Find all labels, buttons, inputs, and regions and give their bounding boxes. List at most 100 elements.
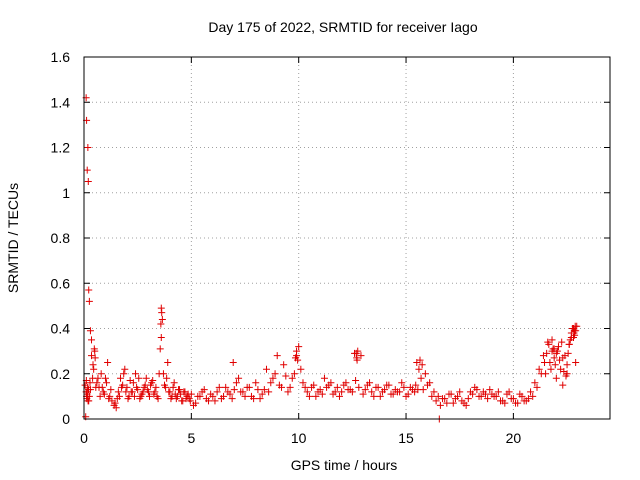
data-point (104, 358, 112, 366)
x-tick-labels: 0 5 10 15 20 (80, 430, 521, 446)
data-point (152, 383, 160, 391)
data-point (137, 392, 145, 400)
data-point (286, 383, 294, 391)
data-point (484, 395, 492, 403)
data-point (434, 392, 442, 400)
y-tick-label: 1.6 (51, 49, 71, 65)
data-point (299, 379, 307, 387)
data-point (85, 297, 93, 305)
data-point (331, 388, 339, 396)
data-point (211, 397, 219, 405)
data-point (94, 374, 102, 382)
data-point (143, 386, 151, 394)
data-point (533, 383, 541, 391)
data-point (107, 386, 115, 394)
data-point (132, 370, 140, 378)
data-point (387, 390, 395, 398)
data-point (154, 395, 162, 403)
data-point (164, 358, 172, 366)
data-point (243, 383, 251, 391)
data-point (295, 343, 303, 351)
y-tick-label: 0.4 (51, 321, 71, 337)
data-point (97, 370, 105, 378)
data-point (291, 354, 299, 362)
y-tick-label: 0.2 (51, 366, 71, 382)
data-point (374, 383, 382, 391)
data-point (198, 388, 206, 396)
data-point (344, 386, 352, 394)
data-point (267, 379, 275, 387)
data-point (228, 395, 236, 403)
data-point (88, 336, 96, 344)
y-tick-label: 0.6 (51, 275, 71, 291)
data-point (280, 361, 288, 369)
data-point (130, 392, 138, 400)
data-point (241, 392, 249, 400)
data-point (84, 144, 92, 151)
data-point (443, 399, 451, 407)
data-point (490, 392, 498, 400)
data-point (92, 383, 100, 391)
data-point (436, 401, 444, 409)
data-point (161, 381, 169, 389)
data-point (391, 386, 399, 394)
data-point (426, 379, 434, 387)
data-point (404, 390, 412, 398)
data-point (353, 356, 361, 364)
data-point (282, 372, 290, 380)
data-point (86, 327, 94, 335)
data-point (176, 386, 184, 394)
data-point (96, 392, 104, 400)
data-point (100, 390, 108, 398)
data-point (229, 358, 237, 366)
data-point (562, 372, 570, 380)
data-point (148, 379, 156, 387)
axis-ticks (83, 56, 610, 420)
data-point (207, 390, 215, 398)
data-point (312, 392, 320, 400)
y-axis-label: SRMTID / TECUs (5, 183, 21, 293)
data-point (494, 388, 502, 396)
data-point (98, 383, 106, 391)
data-point (157, 334, 165, 342)
x-tick-label: 0 (80, 430, 88, 446)
data-point (224, 388, 232, 396)
data-point (418, 361, 426, 369)
data-point (481, 390, 489, 398)
data-point (548, 336, 556, 344)
data-point (90, 365, 98, 373)
data-points (81, 94, 581, 423)
data-point (378, 388, 386, 396)
data-point (563, 361, 571, 369)
data-point (376, 392, 384, 400)
y-tick-labels: 0 0.2 0.4 0.6 0.8 1 1.2 1.4 1.6 (51, 49, 71, 427)
data-point (366, 379, 374, 387)
data-point (260, 386, 268, 394)
data-point (258, 390, 266, 398)
data-point (335, 392, 343, 400)
data-point (368, 388, 376, 396)
data-point (567, 334, 575, 342)
data-point (271, 370, 279, 378)
data-point (189, 401, 197, 409)
data-point (235, 374, 243, 382)
data-point (83, 166, 91, 174)
data-point (565, 340, 573, 348)
data-point (239, 388, 247, 396)
data-point (383, 381, 391, 389)
data-point (213, 388, 221, 396)
data-point (89, 361, 97, 369)
data-point (101, 374, 109, 382)
data-point (297, 365, 305, 373)
data-point (273, 352, 281, 360)
y-tick-label: 0.8 (51, 230, 71, 246)
plot-frame (83, 56, 611, 420)
data-point (550, 354, 558, 362)
data-point (120, 370, 128, 378)
data-point (560, 367, 568, 375)
data-point (86, 386, 94, 394)
data-point (552, 374, 560, 382)
data-point (254, 386, 262, 394)
data-point (90, 345, 98, 353)
data-point (520, 397, 528, 405)
